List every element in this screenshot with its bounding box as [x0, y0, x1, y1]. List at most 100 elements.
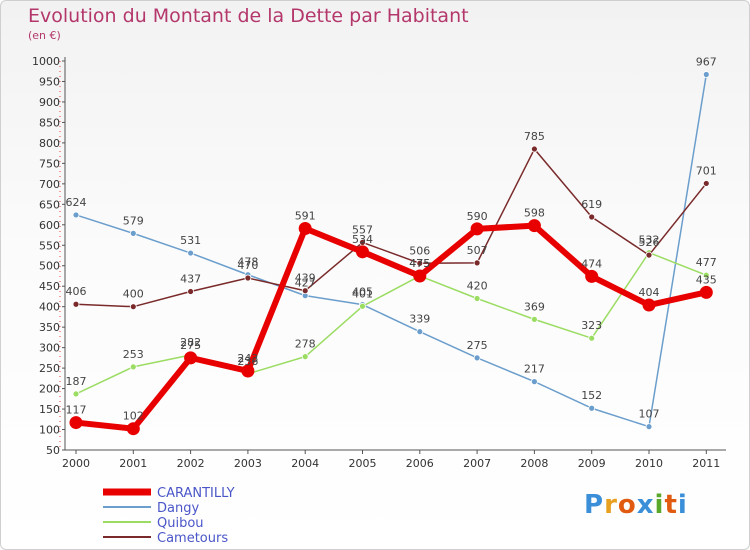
y-tick-label: 300: [39, 342, 60, 355]
data-label: 475: [409, 257, 430, 270]
data-label: 507: [467, 244, 488, 257]
y-tick-label: 50: [46, 444, 60, 457]
data-point: [416, 259, 424, 267]
data-label: 401: [352, 287, 373, 300]
x-tick-label: 2007: [463, 457, 491, 470]
data-label: 275: [467, 339, 488, 352]
data-point: [69, 416, 83, 430]
data-label: 107: [639, 408, 660, 421]
data-point: [642, 298, 656, 312]
y-tick-label: 450: [39, 280, 60, 293]
data-label: 532: [639, 234, 660, 247]
y-tick-label: 950: [39, 75, 60, 88]
data-label: 217: [524, 363, 545, 376]
data-point: [645, 423, 653, 431]
logo-letter: r: [604, 490, 618, 520]
y-tick-label: 400: [39, 301, 60, 314]
data-point: [702, 71, 710, 78]
legend-label: Quibou: [157, 516, 204, 531]
data-point: [702, 271, 710, 279]
data-point: [588, 334, 596, 342]
data-label: 102: [123, 410, 144, 423]
data-label: 477: [696, 256, 717, 269]
data-label: 531: [180, 234, 201, 247]
data-point: [473, 259, 481, 267]
y-tick-label: 200: [39, 383, 60, 396]
data-label: 282: [180, 336, 201, 349]
data-label: 470: [237, 259, 258, 272]
data-label: 187: [66, 375, 87, 388]
data-point: [241, 364, 255, 378]
data-label: 624: [66, 196, 87, 209]
data-label: 967: [696, 56, 717, 69]
x-tick-label: 2005: [349, 457, 377, 470]
x-tick-label: 2002: [177, 457, 205, 470]
chart-title: Evolution du Montant de la Dette par Hab…: [28, 5, 469, 27]
data-point: [72, 211, 80, 219]
data-label: 439: [295, 272, 316, 285]
data-label: 369: [524, 300, 545, 313]
y-tick-label: 850: [39, 116, 60, 129]
series-line-quibou: [75, 251, 707, 395]
logo-letter: o: [617, 490, 637, 520]
data-label: 437: [180, 273, 201, 286]
data-label: 117: [66, 404, 87, 417]
data-point: [588, 213, 596, 221]
data-label: 579: [123, 214, 144, 227]
data-label: 427: [295, 277, 316, 290]
data-point: [531, 315, 538, 323]
y-tick-label: 550: [39, 239, 60, 252]
y-tick-label: 650: [39, 198, 60, 211]
legend-label: Dangy: [157, 501, 199, 516]
data-point: [702, 180, 710, 187]
data-point: [588, 404, 596, 412]
proxiti-logo: Proxiti: [584, 490, 688, 520]
y-tick-label: 1000: [32, 55, 60, 68]
data-label: 506: [409, 244, 430, 257]
y-tick-label: 150: [39, 403, 60, 416]
data-label: 526: [639, 236, 660, 249]
x-tick-label: 2006: [406, 457, 434, 470]
x-tick-label: 2008: [520, 457, 548, 470]
x-tick-label: 2009: [578, 457, 606, 470]
data-label: 253: [123, 348, 144, 361]
data-point: [187, 249, 195, 257]
data-point: [301, 353, 309, 361]
data-point: [470, 222, 484, 236]
data-label: 339: [409, 313, 430, 326]
data-label: 598: [524, 207, 545, 220]
data-label: 420: [467, 279, 488, 292]
data-label: 474: [581, 257, 602, 270]
data-label: 243: [237, 352, 258, 365]
legend-label: Cametours: [157, 531, 228, 546]
x-tick-label: 2010: [635, 457, 663, 470]
data-point: [298, 221, 312, 235]
data-label: 478: [237, 256, 258, 269]
x-tick-label: 2011: [692, 457, 720, 470]
logo-letter: P: [584, 490, 605, 520]
logo-letter: i: [677, 490, 688, 520]
series-line-carantilly: [75, 222, 707, 432]
data-label: 591: [295, 209, 316, 222]
series-line-cametours: [75, 148, 707, 308]
data-point: [527, 219, 541, 233]
data-label: 275: [180, 339, 201, 352]
data-point: [473, 354, 481, 362]
data-label: 590: [467, 210, 488, 223]
logo-letter: i: [654, 490, 665, 520]
data-point: [184, 351, 198, 365]
data-point: [129, 229, 137, 237]
x-tick-label: 2004: [291, 457, 319, 470]
y-tick-label: 800: [39, 137, 60, 150]
data-label: 435: [696, 273, 717, 286]
x-tick-label: 2001: [119, 457, 147, 470]
x-tick-label: 2003: [234, 457, 262, 470]
series-line-dangy: [75, 74, 708, 428]
data-label: 405: [352, 286, 373, 299]
data-point: [416, 328, 424, 336]
data-point: [244, 274, 252, 282]
y-tick-label: 100: [39, 424, 60, 437]
data-point: [356, 245, 369, 259]
data-point: [72, 390, 80, 398]
data-label: 406: [66, 285, 87, 298]
